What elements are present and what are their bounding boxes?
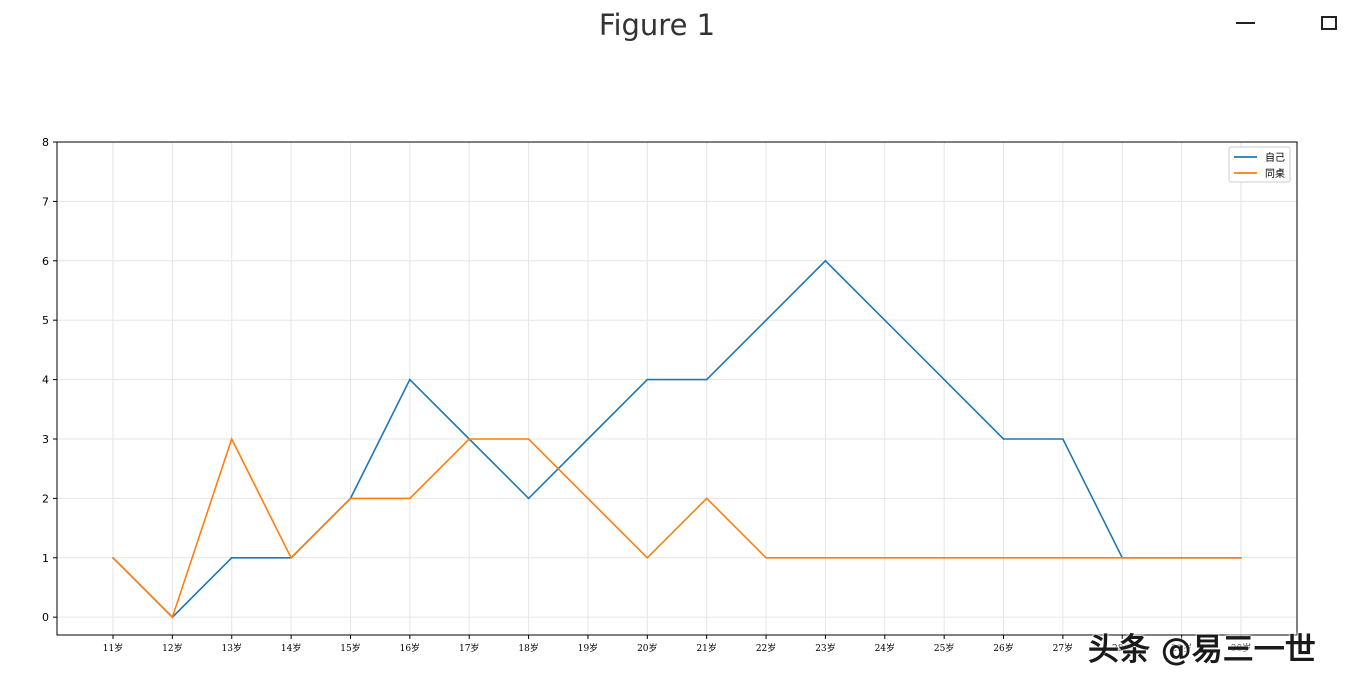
data-point <box>883 319 886 321</box>
y-tick-label: 4 <box>42 374 49 387</box>
series <box>112 259 1242 619</box>
data-point <box>112 556 114 559</box>
data-point <box>349 497 352 500</box>
x-tick-label: 29岁 <box>1171 642 1191 654</box>
minimize-icon <box>1236 22 1255 24</box>
x-axis: 11岁 12岁 13岁 14岁 15岁 16岁 17岁 18岁 19岁 20岁 21岁 22岁 23岁 2… <box>103 635 1251 654</box>
data-point <box>824 259 827 262</box>
data-point <box>1121 556 1124 559</box>
watermark: 头条 @易三一世 <box>1088 632 1316 668</box>
x-tick-label: 12岁 <box>162 642 182 654</box>
legend-label: 自己 <box>1265 151 1285 164</box>
y-tick-label: 5 <box>42 314 49 327</box>
data-point <box>409 497 411 500</box>
data-point <box>1002 556 1005 559</box>
data-point <box>705 378 708 381</box>
data-point <box>409 378 411 381</box>
y-tick-label: 3 <box>42 433 49 446</box>
data-point <box>171 616 174 618</box>
data-point <box>587 438 589 440</box>
x-tick-label: 19岁 <box>578 642 598 654</box>
data-point <box>1062 438 1064 440</box>
x-tick-label: 18岁 <box>518 642 538 654</box>
data-point <box>705 497 708 500</box>
data-point <box>290 556 292 559</box>
data-point <box>646 378 649 381</box>
x-tick-label: 14岁 <box>281 642 301 654</box>
y-tick-label: 2 <box>42 492 49 505</box>
y-tick-label: 1 <box>42 552 49 565</box>
x-tick-label: 25岁 <box>934 642 954 654</box>
data-point <box>527 497 530 500</box>
y-tick-label: 0 <box>42 611 49 624</box>
y-tick-label: 8 <box>42 136 49 149</box>
x-tick-label: 20岁 <box>637 642 657 654</box>
minimize-button[interactable] <box>1231 10 1259 38</box>
data-point <box>527 438 530 440</box>
series-line-2 <box>112 436 1241 619</box>
data-point <box>765 556 767 559</box>
x-tick-label: 28岁 <box>1112 642 1132 654</box>
y-tick-label: 6 <box>42 255 49 268</box>
data-point <box>587 497 589 500</box>
data-point <box>1002 438 1005 440</box>
y-tick-label: 7 <box>42 195 49 208</box>
x-tick-label: 15岁 <box>340 642 360 654</box>
x-tick-label: 21岁 <box>696 642 716 654</box>
x-tick-label: 17岁 <box>459 642 479 654</box>
grid <box>57 141 1297 635</box>
maximize-icon <box>1321 16 1337 30</box>
x-tick-label: 26岁 <box>993 642 1013 654</box>
x-tick-label: 22岁 <box>756 642 776 654</box>
data-point <box>943 378 945 381</box>
data-point <box>765 319 767 321</box>
x-tick-label: 24岁 <box>875 642 895 654</box>
legend-label: 同桌 <box>1265 167 1285 180</box>
data-point <box>1062 556 1064 559</box>
x-tick-label: 13岁 <box>222 642 242 654</box>
data-point <box>230 556 233 559</box>
data-point <box>824 556 827 559</box>
window-title: Figure 1 <box>598 8 716 42</box>
data-point <box>1240 556 1242 559</box>
x-tick-label: 23岁 <box>815 642 835 654</box>
data-point <box>230 438 233 440</box>
data-point <box>646 556 649 559</box>
x-tick-label: 30岁 <box>1231 642 1251 654</box>
x-tick-label: 16岁 <box>400 642 420 654</box>
data-point <box>468 438 471 440</box>
plot-frame <box>56 141 1298 636</box>
x-tick-label: 11岁 <box>103 642 123 654</box>
window-titlebar: Figure 1 <box>0 0 1358 54</box>
data-point <box>883 556 886 559</box>
maximize-button[interactable] <box>1316 10 1344 38</box>
data-point <box>1180 556 1183 559</box>
x-tick-label: 27岁 <box>1053 642 1073 654</box>
y-axis: 0 1 2 3 4 5 6 7 8 <box>42 136 57 624</box>
data-point <box>943 556 945 559</box>
